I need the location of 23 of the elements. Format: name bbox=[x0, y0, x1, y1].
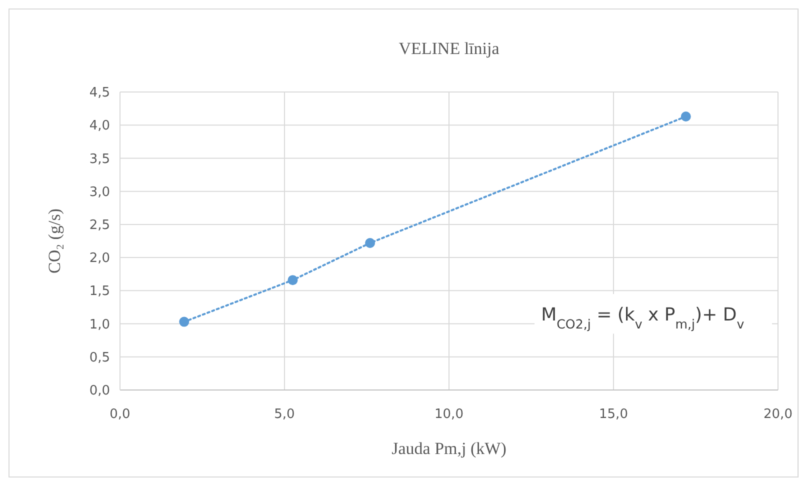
x-tick-label: 15,0 bbox=[599, 407, 628, 422]
point bbox=[179, 316, 190, 327]
y-tick-label: 3,5 bbox=[89, 152, 110, 167]
chart-title: VELINE līnija bbox=[398, 39, 500, 58]
x-axis-title: Jauda Pm,j (kW) bbox=[392, 439, 506, 458]
x-tick-label: 0,0 bbox=[110, 407, 130, 422]
x-tick-label: 10,0 bbox=[434, 407, 464, 422]
x-tick-label: 20,0 bbox=[764, 407, 792, 422]
x-tick-label: 5,0 bbox=[274, 407, 295, 422]
y-tick-label: 3,0 bbox=[89, 184, 110, 200]
y-tick-label: 2,0 bbox=[89, 251, 110, 266]
y-tick-label: 2,5 bbox=[89, 218, 110, 233]
annotation: M$_{CO2,j}$ = (k$_{v}$ x P$_{m,j}$)+ D$_{v}$ bbox=[541, 304, 745, 331]
y-tick-label: 0,5 bbox=[89, 350, 110, 366]
y-axis-title: CO₂ (g/s) bbox=[45, 208, 64, 274]
y-tick-label: 1,5 bbox=[89, 284, 110, 300]
point bbox=[680, 112, 691, 122]
point bbox=[365, 238, 376, 248]
point bbox=[288, 275, 298, 286]
y-tick-label: 1,0 bbox=[89, 317, 110, 332]
y-tick-label: 4,5 bbox=[89, 86, 110, 101]
y-tick-label: 4,0 bbox=[89, 118, 110, 134]
y-tick-label: 0,0 bbox=[89, 384, 110, 399]
